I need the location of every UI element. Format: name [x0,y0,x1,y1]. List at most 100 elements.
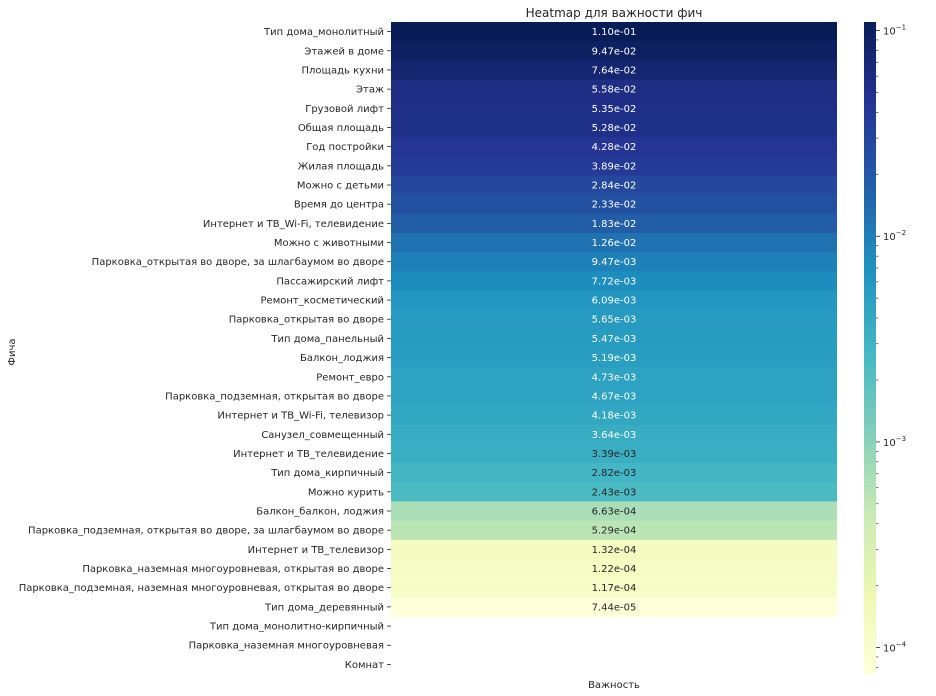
cell-value-label: 7.64e-02 [592,65,637,76]
y-axis-label: Фича [7,338,18,365]
feature-tick-label: Интернет и ТВ_Wi-Fi, телевидение [203,219,384,230]
cell-value-label: 6.09e-03 [592,296,637,307]
feature-tick-label: Ремонт_евро [316,372,384,383]
heatmap-cell [391,232,837,253]
heatmap-cell [391,558,837,579]
heatmap-cell [391,41,837,61]
heatmap-cell [391,175,837,196]
feature-tick-label: Парковка_открытая во дворе, за шлагбаумо… [92,257,384,268]
cell-value-label: 4.73e-03 [592,372,637,383]
feature-tick-label: Парковка_открытая во дворе [229,315,384,326]
colorbar-gradient [864,22,876,674]
feature-tick-label: Тип дома_монолитный [263,27,384,38]
colorbar-tick-label: 10−1 [883,24,906,38]
feature-tick-label: Этаж [356,85,384,96]
cell-value-label: 5.47e-03 [592,334,637,345]
feature-labels: Тип дома_монолитный Этажей в доме Площадь … [19,27,391,671]
heatmap-cell [391,271,837,291]
heatmap-cell [391,520,837,541]
cell-value-label: 5.19e-03 [592,353,637,364]
feature-tick-label: Парковка_подземная, открытая во дворе, з… [28,526,384,537]
cell-value-label: 5.28e-02 [592,123,637,134]
cell-value-label: 2.82e-03 [592,468,637,479]
heatmap-cells: 1.10e-01 9.47e-02 7.64e-02 5.58e-02 5.35e-02… [391,22,837,617]
heatmap-cell [391,194,837,215]
x-axis-label: Важность [588,680,640,691]
heatmap-cell [391,424,837,445]
cell-value-label: 3.39e-03 [592,449,637,460]
heatmap-cell [391,290,837,311]
cell-value-label: 4.28e-02 [592,142,637,153]
cell-value-label: 5.35e-02 [592,104,637,115]
colorbar-tick-label: 10−2 [883,229,906,243]
heatmap-cell [391,597,837,617]
feature-tick-label: Комнат [345,660,384,671]
feature-tick-label: Площадь кухни [302,65,384,76]
heatmap-cell [391,60,837,81]
heatmap-cell [391,156,837,176]
cell-value-label: 2.84e-02 [592,181,637,192]
cell-value-label: 6.63e-04 [592,507,637,518]
feature-tick-label: Парковка_наземная многоуровневая [189,641,384,652]
feature-tick-label: Тип дома_кирпичный [270,468,384,479]
cell-value-label: 1.83e-02 [592,219,637,230]
feature-tick-label: Балкон_балкон, лоджия [256,507,384,518]
cell-value-label: 9.47e-03 [592,257,637,268]
feature-tick-label: Интернет и ТВ_Wi-Fi, телевизор [217,411,384,422]
heatmap-cell [391,443,837,464]
feature-tick-label: Ремонт_косметический [261,296,384,307]
heatmap-cell [391,348,837,368]
heatmap-cell [391,79,837,100]
colorbar-tick-label: 10−3 [883,435,906,449]
heatmap-cell [391,22,837,42]
cell-value-label: 2.43e-03 [592,487,637,498]
cell-value-label: 4.67e-03 [592,391,637,402]
cell-value-label: 7.44e-05 [592,602,637,613]
feature-tick-label: Можно с детьми [297,181,384,192]
cell-value-label: 1.22e-04 [592,564,637,575]
feature-tick-label: Общая площадь [298,123,384,134]
feature-tick-label: Интернет и ТВ_телевидение [233,449,384,460]
heatmap-cell [391,367,837,387]
feature-tick-label: Парковка_подземная, наземная многоуровне… [19,583,384,594]
feature-tick-label: Тип дома_монолитно-кирпичный [209,622,384,633]
cell-value-label: 5.58e-02 [592,85,637,96]
heatmap-cell [391,386,837,407]
heatmap-cell [391,117,837,138]
heatmap-cell [391,309,837,330]
feature-tick-label: Тип дома_панельный [270,334,384,345]
cell-value-label: 1.26e-02 [592,238,637,249]
chart-title: Heatmap для важности фич [526,6,703,20]
feature-tick-label: Санузел_совмещенный [261,430,384,441]
heatmap-cell [391,578,837,598]
cell-value-label: 4.18e-03 [592,411,637,422]
feature-tick-label: Интернет и ТВ_телевизор [248,545,384,556]
feature-tick-label: Можно с животными [274,238,384,249]
colorbar: 10−1 10−2 10−3 10−4 [864,22,907,674]
cell-value-label: 9.47e-02 [592,46,637,57]
heatmap-cell [391,252,837,272]
feature-tick-label: Грузовой лифт [305,104,384,115]
heatmap-cell [391,98,837,119]
feature-tick-label: Парковка_подземная, открытая во дворе [165,391,384,402]
heatmap-cell [391,482,837,502]
heatmap-cell [391,539,837,560]
cell-value-label: 1.17e-04 [592,583,637,594]
feature-tick-label: Этажей в доме [304,46,384,57]
heatmap-cell [391,328,837,349]
heatmap-cell [391,213,837,234]
cell-value-label: 1.10e-01 [592,27,637,38]
feature-tick-label: Тип дома_деревянный [264,602,384,613]
cell-value-label: 5.65e-03 [592,315,637,326]
feature-tick-label: Балкон_лоджия [300,353,384,364]
heatmap-cell [391,137,837,157]
cell-value-label: 5.29e-04 [592,526,637,537]
cell-value-label: 1.32e-04 [592,545,637,556]
feature-tick-label: Пассажирский лифт [276,276,384,287]
feature-tick-label: Парковка_наземная многоуровневая, открыт… [82,564,384,575]
heatmap-cell [391,501,837,522]
feature-tick-label: Жилая площадь [298,161,384,172]
cell-value-label: 3.89e-02 [592,161,637,172]
cell-value-label: 7.72e-03 [592,276,637,287]
